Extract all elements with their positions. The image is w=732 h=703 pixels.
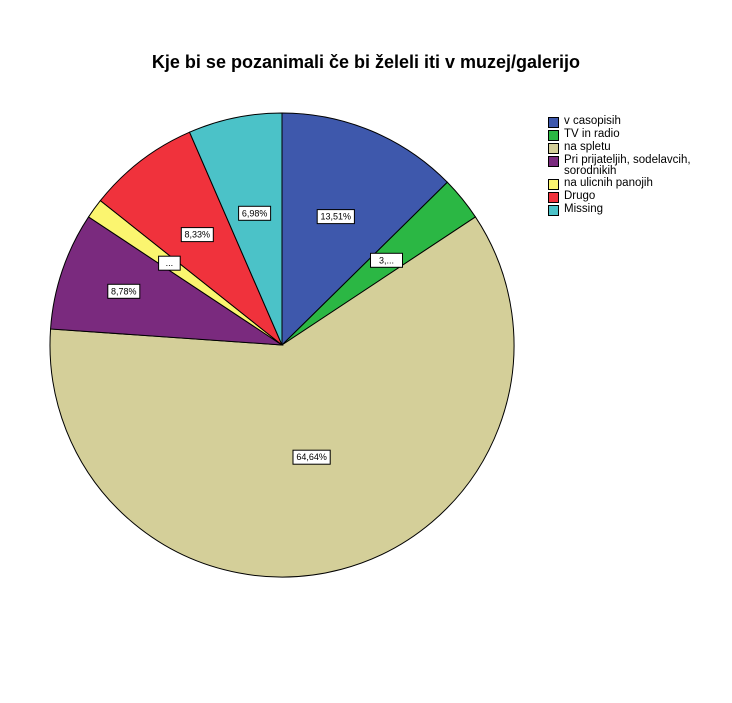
legend-label: Drugo <box>564 190 596 202</box>
slice-data-label: 13,51% <box>316 209 355 225</box>
legend-swatch <box>548 156 559 167</box>
slice-data-label: 64,64% <box>292 449 331 465</box>
slice-data-label-text: 8,78% <box>111 286 137 296</box>
chart-title: Kje bi se pozanimali če bi želeli iti v … <box>151 52 581 72</box>
slice-data-labels: 13,51% 3,... 64,64% 8,78%... 8,33% 6,98% <box>107 205 403 465</box>
legend-item: na ulicnih panojih <box>548 177 728 190</box>
slice-data-label-text: 64,64% <box>296 452 327 462</box>
legend-label: Missing <box>564 203 603 215</box>
legend-label: v casopisih <box>564 115 621 127</box>
legend-swatch <box>548 179 559 190</box>
slice-data-label-text: 3,... <box>379 255 394 265</box>
legend-label: na ulicnih panojih <box>564 177 653 189</box>
slice-data-label: 8,33% <box>180 227 214 243</box>
legend-swatch <box>548 130 559 141</box>
slice-data-label-box <box>370 252 403 268</box>
legend-swatch <box>548 192 559 203</box>
legend-swatch <box>548 117 559 128</box>
slice-data-label: 3,... <box>370 252 403 268</box>
slice-data-label-text: 6,98% <box>242 208 268 218</box>
pie-slice <box>188 112 283 346</box>
legend-item: Pri prijateljih, sodelavcih, sorodnikih <box>548 154 728 177</box>
pie-slices <box>49 112 515 578</box>
slice-data-label-box <box>180 227 214 243</box>
slice-data-label-box <box>107 283 141 299</box>
legend-label: Pri prijateljih, sodelavcih, sorodnikih <box>564 154 691 177</box>
slice-data-label-box <box>238 205 272 221</box>
pie-slice <box>281 112 449 347</box>
legend-item: v casopisih <box>548 115 728 128</box>
slice-data-label-text: 8,33% <box>185 230 211 240</box>
slice-data-label: ... <box>158 255 181 271</box>
legend: v casopisih TV in radio na spletu Pri pr… <box>548 115 728 217</box>
legend-label: TV in radio <box>564 128 620 140</box>
slice-data-label: 6,98% <box>238 205 272 221</box>
slice-data-label-text: 13,51% <box>321 212 352 222</box>
legend-swatch <box>548 205 559 216</box>
legend-item: na spletu <box>548 141 728 154</box>
pie-slice <box>49 216 515 578</box>
slice-data-label-text: ... <box>166 258 174 268</box>
legend-item: Drugo <box>548 190 728 203</box>
legend-item: Missing <box>548 203 728 216</box>
legend-swatch <box>548 143 559 154</box>
slice-data-label-box <box>158 255 181 271</box>
slice-data-label: 8,78% <box>107 283 141 299</box>
legend-item: TV in radio <box>548 128 728 141</box>
slice-data-label-box <box>292 449 331 465</box>
legend-label: na spletu <box>564 141 611 153</box>
slice-data-label-box <box>316 209 355 225</box>
pie-slice <box>50 216 284 346</box>
